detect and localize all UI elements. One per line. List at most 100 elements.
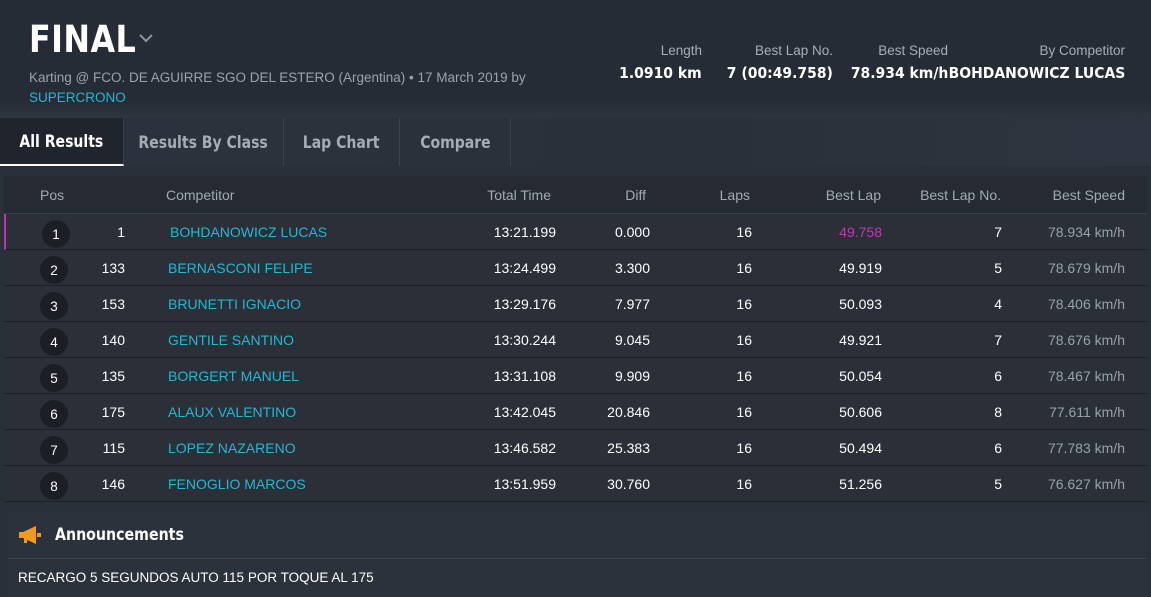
best-lap-value: 49.921: [839, 332, 882, 348]
total-time: 13:29.176: [493, 296, 556, 312]
tab-compare[interactable]: Compare: [400, 118, 511, 166]
laps-value: 16: [736, 368, 752, 384]
best-lap-value: 51.256: [839, 476, 882, 492]
col-competitor[interactable]: Competitor: [166, 187, 235, 203]
kart-number: 135: [101, 368, 125, 384]
page-title: FINAL: [29, 18, 137, 61]
stat-value: 7 (00:49.758): [726, 64, 833, 82]
competitor-link[interactable]: LOPEZ NAZARENO: [168, 440, 296, 456]
best-speed-value: 78.406 km/h: [1047, 296, 1125, 312]
position-badge: 2: [40, 256, 68, 284]
table-row[interactable]: 2 133 BERNASCONI FELIPE 13:24.499 3.300 16 49.…: [4, 250, 1147, 286]
best-lap-no-value: 7: [994, 224, 1002, 240]
organizer-link[interactable]: SUPERCRONO: [29, 90, 126, 105]
col-laps[interactable]: Laps: [719, 187, 750, 203]
diff-value: 25.383: [607, 440, 650, 456]
position-badge: 4: [40, 328, 68, 356]
announcements-panel: Announcements RECARGO 5 SEGUNDOS AUTO 11…: [8, 511, 1147, 597]
laps-value: 16: [736, 332, 752, 348]
best-lap-no-value: 5: [994, 260, 1002, 276]
laps-value: 16: [736, 224, 752, 240]
event-header: FINAL Karting @ FCO. DE AGUIRRE SGO DEL …: [0, 0, 1151, 118]
best-lap-value: 50.054: [839, 368, 882, 384]
competitor-link[interactable]: FENOGLIO MARCOS: [168, 476, 306, 492]
stat-by-competitor: By Competitor BOHDANOWICZ LUCAS: [929, 43, 1125, 82]
tab-lap-chart[interactable]: Lap Chart: [284, 118, 400, 166]
total-time: 13:51.959: [493, 476, 556, 492]
best-speed-value: 77.783 km/h: [1047, 440, 1125, 456]
kart-number: 140: [101, 332, 125, 348]
best-lap-value: 49.919: [839, 260, 882, 276]
kart-number: 175: [101, 404, 125, 420]
position-badge: 8: [40, 472, 68, 500]
diff-value: 9.045: [614, 332, 650, 348]
laps-value: 16: [736, 296, 752, 312]
stat-length: Length 1.0910 km: [610, 43, 702, 82]
table-row[interactable]: 5 135 BORGERT MANUEL 13:31.108 9.909 16 50.054…: [4, 358, 1147, 394]
stat-label: By Competitor: [1039, 43, 1125, 58]
competitor-link[interactable]: BERNASCONI FELIPE: [168, 260, 313, 276]
best-lap-value: 49.758: [839, 224, 882, 240]
best-speed-value: 78.676 km/h: [1047, 332, 1125, 348]
stat-best-lap-no: Best Lap No. 7 (00:49.758): [715, 43, 833, 82]
best-lap-no-value: 8: [994, 404, 1002, 420]
competitor-link[interactable]: BORGERT MANUEL: [168, 368, 299, 384]
col-best-lap[interactable]: Best Lap: [825, 187, 881, 203]
best-lap-no-value: 7: [994, 332, 1002, 348]
total-time: 13:46.582: [493, 440, 556, 456]
results-table: Pos Competitor Total Time Diff Laps Best…: [4, 176, 1147, 502]
table-row[interactable]: 7 115 LOPEZ NAZARENO 13:46.582 25.383 16 50.49…: [4, 430, 1147, 466]
best-speed-value: 78.934 km/h: [1047, 224, 1125, 240]
best-lap-no-value: 6: [994, 440, 1002, 456]
col-best-speed[interactable]: Best Speed: [1052, 187, 1125, 203]
position-badge: 5: [40, 364, 68, 392]
laps-value: 16: [736, 404, 752, 420]
table-row[interactable]: 6 175 ALAUX VALENTINO 13:42.045 20.846 16 50.6…: [4, 394, 1147, 430]
kart-number: 133: [101, 260, 125, 276]
best-speed-value: 77.611 km/h: [1048, 404, 1125, 420]
tab-results-by-class[interactable]: Results By Class: [124, 118, 284, 166]
laps-value: 16: [736, 260, 752, 276]
megaphone-icon: [19, 526, 41, 544]
laps-value: 16: [736, 440, 752, 456]
kart-number: 153: [101, 296, 125, 312]
announcement-text: RECARGO 5 SEGUNDOS AUTO 115 POR TOQUE AL…: [18, 570, 374, 585]
best-speed-value: 78.467 km/h: [1047, 368, 1125, 384]
event-subtitle: Karting @ FCO. DE AGUIRRE SGO DEL ESTERO…: [29, 68, 589, 108]
competitor-link[interactable]: BRUNETTI IGNACIO: [168, 296, 302, 312]
total-time: 13:31.108: [493, 368, 556, 384]
position-badge: 3: [40, 292, 68, 320]
total-time: 13:24.499: [493, 260, 556, 276]
results-tabs: All Results Results By Class Lap Chart C…: [0, 118, 1151, 166]
table-row[interactable]: 3 153 BRUNETTI IGNACIO 13:29.176 7.977 16 50.0…: [4, 286, 1147, 322]
diff-value: 30.760: [607, 476, 650, 492]
diff-value: 3.300: [614, 260, 650, 276]
best-lap-no-value: 6: [994, 368, 1002, 384]
competitor-link[interactable]: ALAUX VALENTINO: [168, 404, 297, 420]
table-header: Pos Competitor Total Time Diff Laps Best…: [4, 176, 1147, 214]
position-badge: 6: [40, 400, 68, 428]
tab-all-results[interactable]: All Results: [0, 118, 124, 166]
col-pos[interactable]: Pos: [40, 187, 65, 203]
table-row[interactable]: 1 1 BOHDANOWICZ LUCAS 13:21.199 0.000 16 49.75…: [4, 214, 1147, 250]
chevron-down-icon[interactable]: [138, 30, 154, 46]
col-diff[interactable]: Diff: [625, 187, 646, 203]
col-total-time[interactable]: Total Time: [487, 187, 551, 203]
diff-value: 20.846: [607, 404, 650, 420]
stat-label: Length: [660, 43, 702, 58]
laps-value: 16: [736, 476, 752, 492]
table-row[interactable]: 8 146 FENOGLIO MARCOS 13:51.959 30.760 16 51.2…: [4, 466, 1147, 502]
kart-number: 115: [102, 440, 125, 456]
competitor-link[interactable]: BOHDANOWICZ LUCAS: [170, 224, 328, 240]
competitor-link[interactable]: GENTILE SANTINO: [168, 332, 295, 348]
total-time: 13:30.244: [493, 332, 556, 348]
table-row[interactable]: 4 140 GENTILE SANTINO 13:30.244 9.045 16 49.92…: [4, 322, 1147, 358]
position-badge: 7: [40, 436, 68, 464]
diff-value: 7.977: [614, 296, 650, 312]
stat-label: Best Speed: [878, 43, 948, 58]
best-speed-value: 78.679 km/h: [1047, 260, 1125, 276]
stat-label: Best Lap No.: [754, 43, 833, 58]
diff-value: 9.909: [614, 368, 650, 384]
col-best-lap-no[interactable]: Best Lap No.: [920, 187, 1001, 203]
tabs-background: [0, 118, 1151, 166]
